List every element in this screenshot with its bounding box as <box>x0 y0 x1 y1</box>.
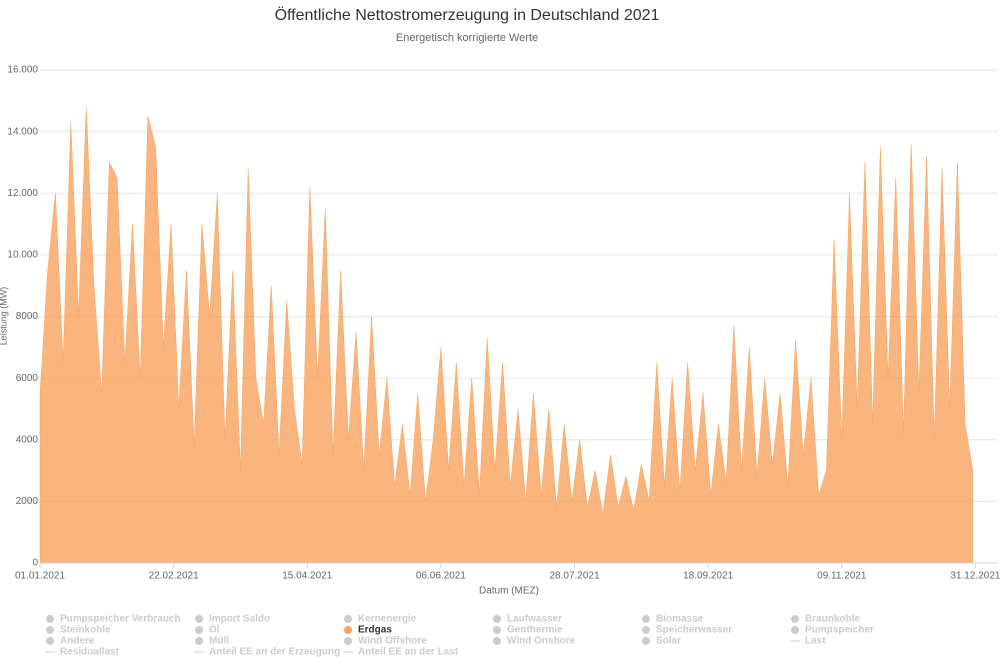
legend-label[interactable]: Geothermie <box>507 625 563 636</box>
y-tick-label: 8000 <box>16 311 39 322</box>
legend-label[interactable]: Pumpspeicher <box>805 625 874 636</box>
legend-symbol <box>46 637 54 645</box>
legend-label[interactable]: Andere <box>60 636 95 647</box>
legend-label[interactable]: Residuallast <box>60 647 120 658</box>
legend-label[interactable]: Import Saldo <box>209 614 270 625</box>
legend-symbol <box>642 626 650 634</box>
legend-label[interactable]: Kernenergie <box>358 614 417 625</box>
legend-symbol <box>791 615 799 623</box>
legend-symbol <box>493 637 501 645</box>
legend-symbol <box>791 626 799 634</box>
y-axis-label: Leistung (MW) <box>0 287 8 346</box>
legend-label[interactable]: Last <box>805 636 826 647</box>
x-axis-label: Datum (MEZ) <box>479 586 539 597</box>
x-tick-label: 01.01.2021 <box>15 571 65 582</box>
y-tick-label: 14.000 <box>7 126 38 137</box>
y-tick-label: 0 <box>32 558 38 569</box>
x-tick-label: 28.07.2021 <box>550 571 600 582</box>
legend-symbol <box>493 626 501 634</box>
legend-symbol <box>642 637 650 645</box>
chart-title: Öffentliche Nettostromerzeugung in Deuts… <box>275 6 660 24</box>
legend-label[interactable]: Erdgas <box>358 625 392 636</box>
legend-label[interactable]: Anteil EE an der Erzeugung <box>209 647 340 658</box>
legend-label[interactable]: Solar <box>656 636 681 647</box>
y-tick-label: 4000 <box>16 434 39 445</box>
x-tick-label: 22.02.2021 <box>149 571 199 582</box>
legend-symbol <box>46 615 54 623</box>
legend-label[interactable]: Anteil EE an der Last <box>358 647 459 658</box>
chart-subtitle: Energetisch korrigierte Werte <box>396 32 538 44</box>
legend-symbol <box>344 626 352 634</box>
legend-label[interactable]: Speicherwasser <box>656 625 732 636</box>
area <box>39 106 974 564</box>
legend-symbol <box>195 637 203 645</box>
y-tick-label: 16.000 <box>7 65 38 76</box>
legend-label[interactable]: Wind Offshore <box>358 636 427 647</box>
y-tick-label: 12.000 <box>7 188 38 199</box>
x-tick-label: 06.06.2021 <box>416 571 466 582</box>
legend-symbol <box>493 615 501 623</box>
y-tick-label: 2000 <box>16 496 39 507</box>
legend-label[interactable]: Öl <box>209 623 220 636</box>
y-tick-label: 6000 <box>16 373 39 384</box>
legend-label[interactable]: Laufwasser <box>507 614 562 625</box>
legend-label[interactable]: Braunkohle <box>805 614 860 625</box>
legend-symbol <box>344 615 352 623</box>
legend-symbol <box>344 637 352 645</box>
legend-label[interactable]: Steinkohle <box>60 625 111 636</box>
legend-label[interactable]: Pumpspeicher Verbrauch <box>60 614 181 625</box>
y-tick-label: 10.000 <box>7 250 38 261</box>
legend-symbol <box>195 615 203 623</box>
x-tick-label: 18.09.2021 <box>683 571 733 582</box>
x-tick-label: 31.12.2021 <box>950 571 1000 582</box>
legend-label[interactable]: Müll <box>209 636 229 647</box>
legend-symbol <box>642 615 650 623</box>
legend-label[interactable]: Wind Onshore <box>507 636 576 647</box>
x-tick-label: 15.04.2021 <box>282 571 332 582</box>
legend-label[interactable]: Biomasse <box>656 614 704 625</box>
legend-symbol <box>46 626 54 634</box>
legend-symbol <box>195 626 203 634</box>
x-tick-label: 09.11.2021 <box>817 571 867 582</box>
